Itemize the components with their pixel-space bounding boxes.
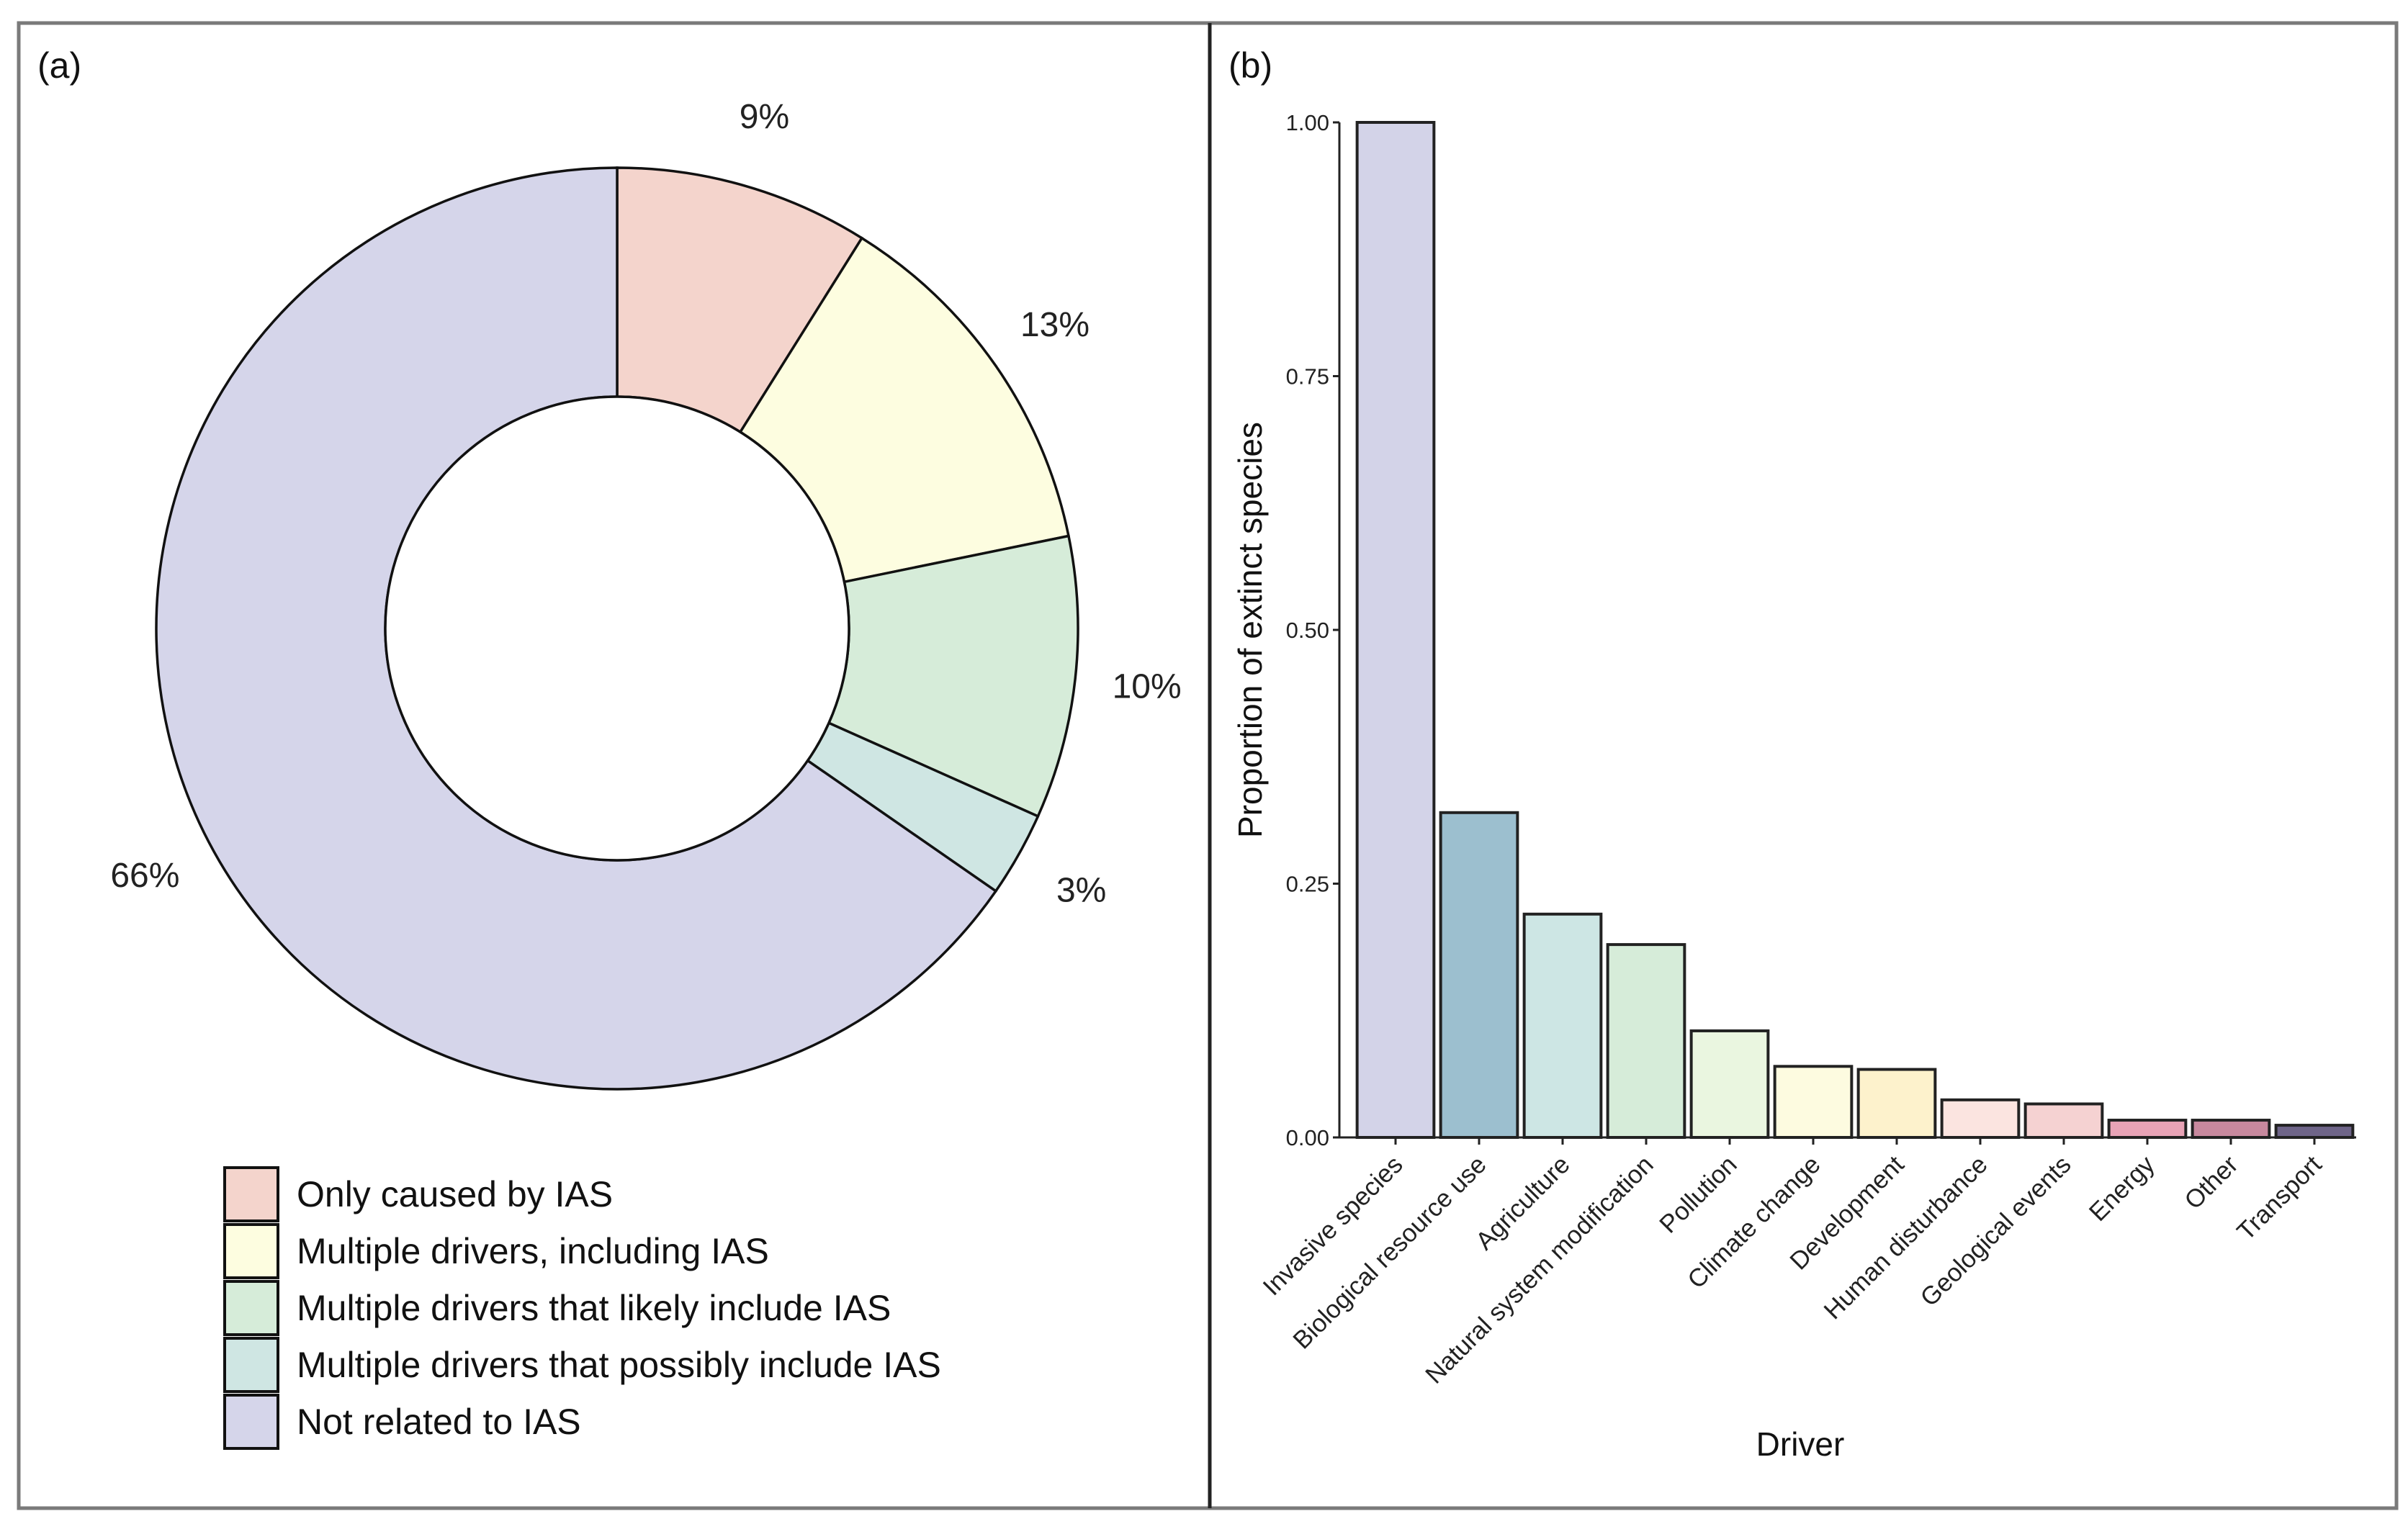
donut-chart bbox=[155, 166, 1079, 1091]
y-tick-label: 0.25 bbox=[1286, 872, 1329, 897]
legend-label: Not related to IAS bbox=[297, 1402, 581, 1442]
legend-item-multiple-drivers-that-likely-include-ias: Multiple drivers that likely include IAS bbox=[223, 1280, 891, 1336]
donut-value-labels: 9% 13% 10% 3% 66% bbox=[110, 98, 1181, 910]
legend-label: Multiple drivers that possibly include I… bbox=[297, 1345, 941, 1385]
slice-value-label: 13% bbox=[1020, 306, 1090, 344]
donut-hole bbox=[384, 395, 850, 862]
bar-energy bbox=[2107, 1119, 2188, 1140]
slice-value-label: 10% bbox=[1113, 667, 1182, 705]
panel-b-label: (b) bbox=[1228, 45, 1272, 86]
bar-pollution bbox=[1689, 1029, 1770, 1139]
y-tick-label: 0.50 bbox=[1286, 618, 1329, 643]
bar-biological-resource-use bbox=[1439, 811, 1519, 1140]
legend-item-only-caused-by-ias: Only caused by IAS bbox=[223, 1166, 613, 1222]
legend-label: Only caused by IAS bbox=[297, 1174, 613, 1214]
legend-item-multiple-drivers-that-possibly-include-ias: Multiple drivers that possibly include I… bbox=[223, 1337, 941, 1393]
bar-geological-events bbox=[2023, 1102, 2104, 1139]
panel-a: (a) 9% 13% 10% 3% 66% Only caused by IAS Mult… bbox=[37, 45, 1182, 1450]
y-tick-label: 0.75 bbox=[1286, 364, 1329, 389]
bar-natural-system-modification bbox=[1606, 943, 1686, 1139]
bar-invasive-species bbox=[1355, 121, 1436, 1139]
slice-value-label: 3% bbox=[1056, 871, 1106, 909]
legend-swatch bbox=[223, 1394, 279, 1450]
legend-swatch bbox=[223, 1337, 279, 1393]
legend-swatch bbox=[223, 1166, 279, 1222]
y-tick-label: 0.00 bbox=[1286, 1125, 1329, 1150]
y-axis-title: Proportion of extinct species bbox=[1231, 422, 1269, 838]
donut-legend: Only caused by IAS Multiple drivers, incl… bbox=[223, 1166, 941, 1450]
legend-item-multiple-drivers-including-ias: Multiple drivers, including IAS bbox=[223, 1223, 769, 1279]
legend-swatch bbox=[223, 1280, 279, 1336]
legend-label: Multiple drivers, including IAS bbox=[297, 1231, 769, 1271]
bar-development bbox=[1856, 1068, 1937, 1140]
bar-transport bbox=[2274, 1124, 2355, 1139]
slice-value-label: 9% bbox=[740, 98, 789, 136]
y-tick-label: 1.00 bbox=[1286, 110, 1329, 135]
bar-human-disturbance bbox=[1940, 1098, 2021, 1139]
slice-value-label: 66% bbox=[110, 857, 179, 895]
legend-item-not-related-to-ias: Not related to IAS bbox=[223, 1394, 581, 1450]
x-axis-title: Driver bbox=[1756, 1425, 1845, 1463]
legend-swatch bbox=[223, 1223, 279, 1279]
panel-a-label: (a) bbox=[37, 45, 81, 86]
legend-label: Multiple drivers that likely include IAS bbox=[297, 1288, 891, 1328]
bar-other bbox=[2191, 1119, 2271, 1140]
bar-climate-change bbox=[1773, 1065, 1854, 1140]
bar-agriculture bbox=[1522, 912, 1603, 1140]
